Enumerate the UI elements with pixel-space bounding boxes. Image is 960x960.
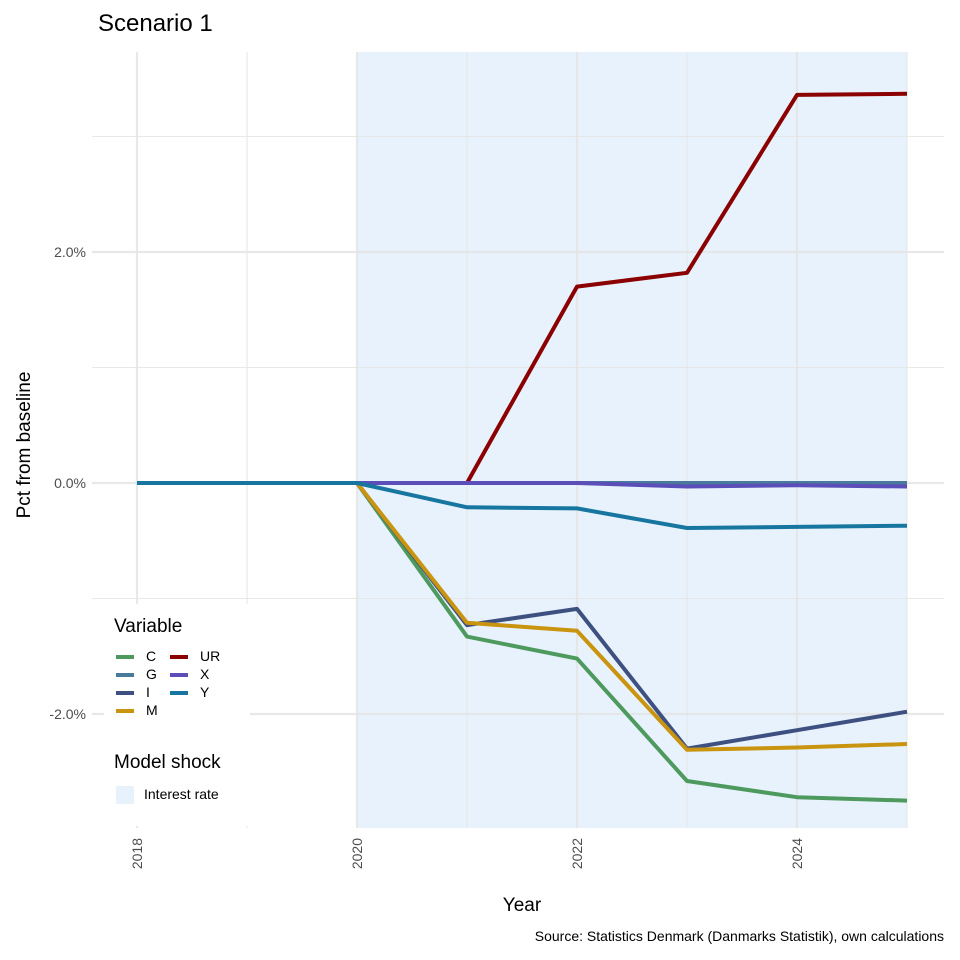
x-axis-title: Year	[503, 895, 542, 916]
model-shock-legend: Model shock Interest rate	[104, 740, 250, 826]
y-tick-label: -2.0%	[49, 706, 86, 722]
interest-rate-swatch	[116, 786, 134, 804]
legend-label: X	[200, 666, 210, 682]
y-tick-label: 2.0%	[54, 244, 86, 260]
source-caption: Source: Statistics Denmark (Danmarks Sta…	[534, 928, 944, 944]
legend-label: G	[146, 666, 157, 682]
model-shock-legend-title: Model shock	[114, 752, 221, 773]
shock-region	[357, 52, 907, 828]
legend-swatch	[170, 655, 188, 659]
variable-legend-title: Variable	[114, 616, 183, 637]
legend-swatch	[116, 709, 134, 713]
y-tick-label: 0.0%	[54, 475, 86, 491]
series-lines	[137, 91, 908, 803]
axes: -2.0% 0.0% 2.0% 2018 2020 2022 2024 Year Pct fro…	[14, 244, 805, 916]
legend-label: I	[146, 684, 150, 700]
x-tick-label: 2018	[129, 838, 145, 869]
legend-swatch	[116, 691, 134, 695]
x-tick-label: 2022	[569, 838, 585, 869]
legend-label: C	[146, 648, 157, 664]
series-line-y	[137, 481, 908, 530]
interest-rate-label: Interest rate	[144, 786, 219, 802]
legend-swatch	[116, 655, 134, 659]
series-line-ur	[465, 91, 908, 484]
variable-legend: Variable C G I M UR X Y	[104, 604, 250, 740]
legend-swatch	[116, 673, 134, 677]
x-tick-label: 2024	[789, 838, 805, 869]
legend-label: UR	[200, 648, 221, 664]
x-tick-label: 2020	[349, 838, 365, 869]
chart-title: Scenario 1	[98, 10, 213, 37]
y-axis-title: Pct from baseline	[14, 372, 35, 519]
legend-label: Y	[200, 684, 210, 700]
legend-label: M	[146, 702, 158, 718]
legend-swatch	[170, 691, 188, 695]
legend-swatch	[170, 673, 188, 677]
